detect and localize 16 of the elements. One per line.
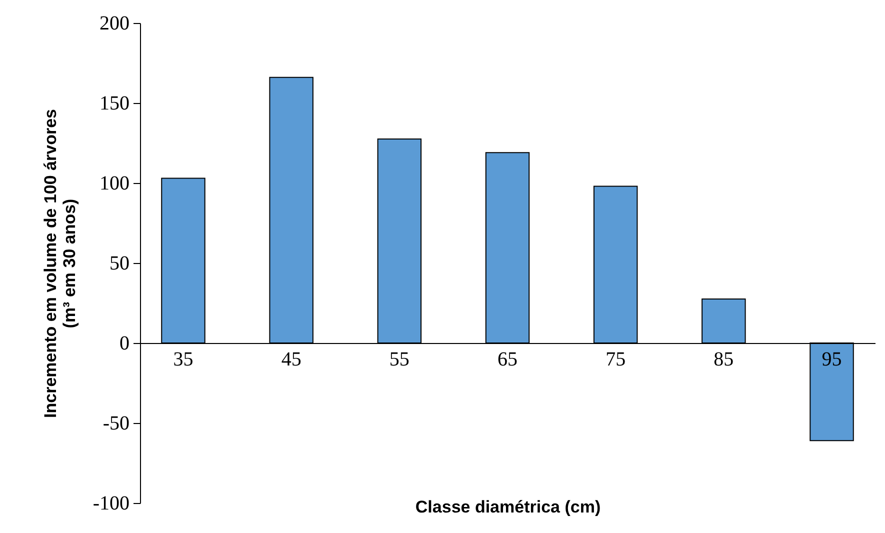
y-axis-title: Incremento em volume de 100 árvores (m³ em 30 anos) [40, 109, 79, 418]
x-tick-label: 65 [498, 348, 518, 370]
y-tick-label: 200 [100, 12, 130, 34]
y-tick-label: 50 [110, 252, 130, 274]
x-tick-label: 55 [389, 348, 410, 370]
x-tick-label: 35 [173, 348, 194, 370]
y-tick-label: 0 [120, 332, 130, 354]
y-tick-label: 100 [100, 172, 130, 194]
y-tick-label: 150 [100, 92, 130, 114]
y-tick-label: -100 [92, 492, 130, 514]
y-tick-label: -50 [102, 412, 130, 434]
x-tick-label: 75 [606, 348, 626, 370]
x-tick-label: 45 [281, 348, 302, 370]
x-tick-label: 85 [714, 348, 734, 370]
x-tick-label: 95 [822, 348, 842, 370]
x-axis-title: Classe diamétrica (cm) [415, 498, 601, 516]
